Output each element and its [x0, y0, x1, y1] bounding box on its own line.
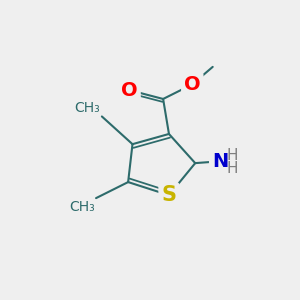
Text: O: O	[121, 81, 138, 100]
Text: H: H	[226, 148, 238, 163]
Text: CH₃: CH₃	[69, 200, 94, 214]
Text: O: O	[184, 75, 201, 94]
Text: N: N	[212, 152, 228, 171]
Text: CH₃: CH₃	[75, 101, 101, 115]
Text: S: S	[161, 185, 176, 205]
Text: H: H	[226, 160, 238, 175]
